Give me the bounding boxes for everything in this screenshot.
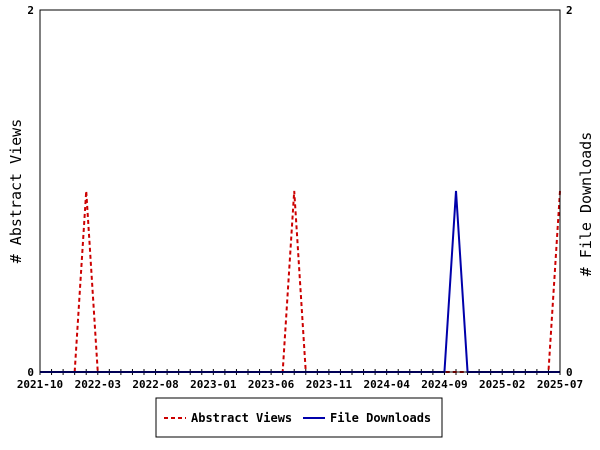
y-left-tick-min: 0 [27,366,34,379]
legend-label-file-downloads: File Downloads [330,411,431,425]
series-line-abstract-views [40,190,561,373]
series-lines [40,190,561,373]
legend: Abstract Views File Downloads [155,397,443,438]
x-tick-label: 2025-07 [537,378,583,391]
y-left-tick-max: 2 [27,4,34,17]
x-tick-label: 2024-09 [421,378,467,391]
y-right-tick-max: 2 [566,4,573,17]
x-tick-labels: 2021-10 2022-03 2022-08 2023-01 2023-06 2023-… [17,378,583,391]
legend-label-abstract-views: Abstract Views [191,411,292,425]
y-right-axis-title: # File Downloads [577,132,595,277]
x-tick-label: 2023-11 [306,378,353,391]
y-right-tick-min: 0 [566,366,573,379]
x-tick-label: 2023-01 [190,378,237,391]
plot-frame [39,9,561,373]
x-tick-label: 2022-08 [132,378,178,391]
x-tick-label: 2021-10 [17,378,63,391]
x-tick-label: 2023-06 [248,378,295,391]
y-left-axis-title: # Abstract Views [7,119,25,264]
legend-box [155,397,443,438]
x-tick-label: 2025-02 [479,378,525,391]
x-tick-label: 2024-04 [363,378,410,391]
x-tick-label: 2022-03 [75,378,121,391]
